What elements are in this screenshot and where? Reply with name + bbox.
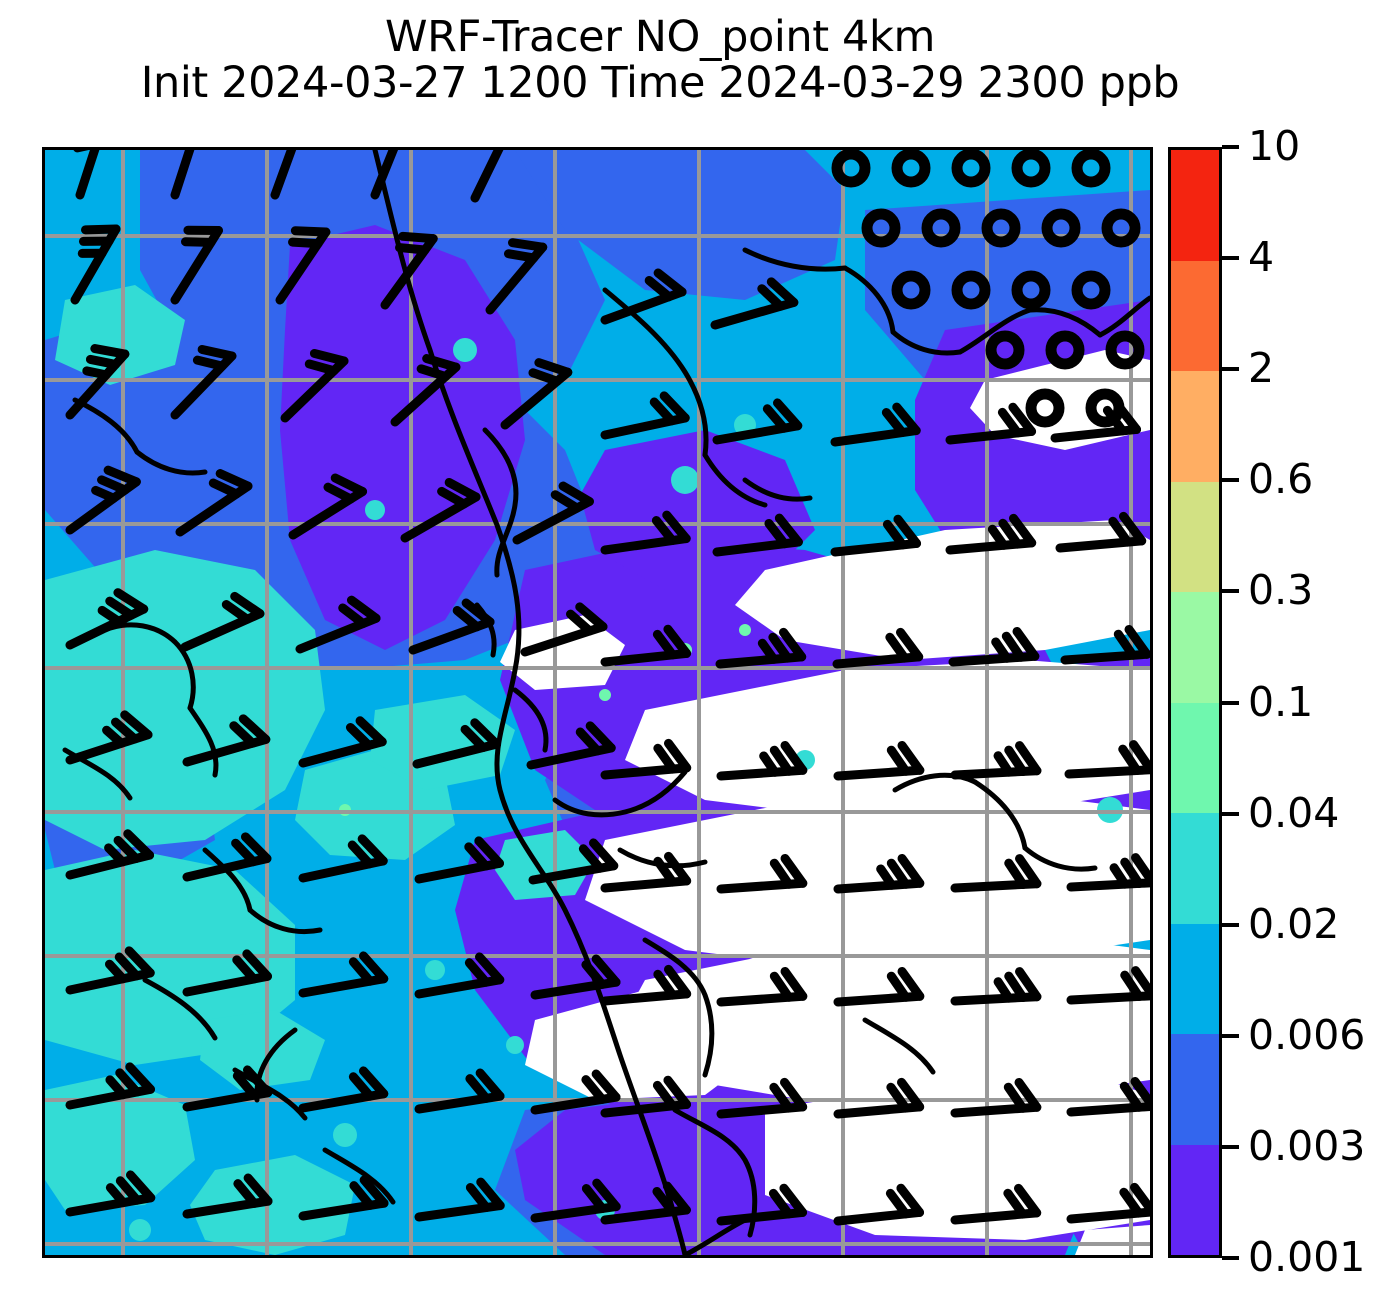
colorbar-band [1171, 592, 1219, 703]
title-line-2: Init 2024-03-27 1200 Time 2024-03-29 230… [140, 58, 1180, 109]
colorbar-tick-label: 0.02 [1248, 899, 1340, 948]
wind-barbs-east [600, 268, 1150, 1226]
contour-map [45, 150, 1150, 1255]
colorbar-tick-label: 0.6 [1248, 455, 1314, 504]
colorbar-band [1171, 481, 1219, 592]
colorbar-tick-mark [1222, 145, 1239, 149]
colorbar-tick-mark [1222, 811, 1239, 816]
band-below-threshold [500, 350, 1150, 1255]
colorbar-tick-label: 0.006 [1248, 1010, 1366, 1059]
colorbar-band [1171, 371, 1219, 482]
colorbar [1168, 147, 1222, 1258]
colorbar-tick-label: 0.1 [1248, 677, 1314, 726]
colorbar-tick-mark [1222, 700, 1239, 705]
colorbar-tick-label: 0.04 [1248, 788, 1340, 837]
colorbar-tick-label: 10 [1248, 122, 1301, 170]
colorbar-tick-mark [1222, 1033, 1239, 1038]
wind-barbs-southwest [65, 150, 621, 1223]
colorbar-tick-label: 0.003 [1248, 1121, 1366, 1170]
colorbar-band [1171, 1034, 1219, 1145]
colorbar-tick-mark [1222, 256, 1239, 261]
colorbar-band [1171, 150, 1219, 261]
colorbar-tick-mark [1222, 1144, 1239, 1149]
colorbar-tick-mark [1222, 589, 1239, 594]
colorbar-band [1171, 702, 1219, 813]
colorbar-tick-label: 0.001 [1248, 1233, 1366, 1281]
colorbar-tick-mark [1222, 1256, 1239, 1260]
colorbar-ticks: 10 4 2 0.6 0.3 0.1 0.04 0.02 0.006 0.003 0.001 [1222, 123, 1400, 1280]
colorbar-tick-mark [1222, 367, 1239, 372]
colorbar-tick-label: 0.3 [1248, 566, 1314, 615]
map-clip [45, 150, 1150, 1255]
colorbar-tick-mark [1222, 478, 1239, 483]
colorbar-band [1171, 1144, 1219, 1255]
colorbar-tick-mark [1222, 922, 1239, 927]
map-plot-area [42, 147, 1153, 1258]
title-line-1: WRF-Tracer NO_point 4km [385, 12, 935, 62]
calm-wind-circles [831, 150, 1145, 428]
colorbar-band [1171, 813, 1219, 924]
colorbar-band [1171, 260, 1219, 371]
colorbar-tick-label: 2 [1248, 344, 1275, 393]
colorbar-tick-label: 4 [1248, 233, 1275, 282]
colorbar-band [1171, 923, 1219, 1034]
page-title: WRF-Tracer NO_point 4km Init 2024-03-27 … [0, 14, 1320, 107]
